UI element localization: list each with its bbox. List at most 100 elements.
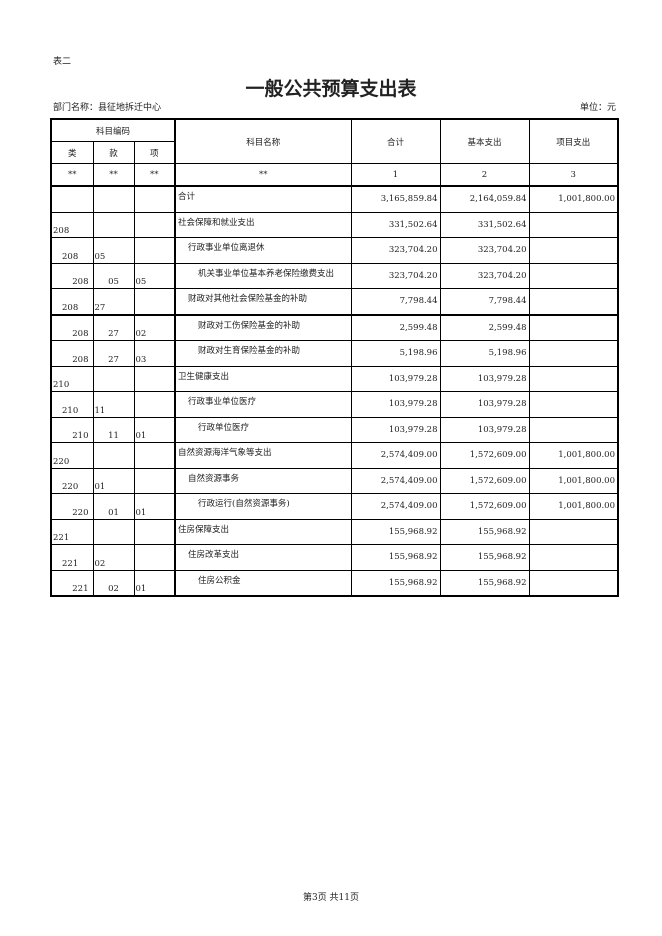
table-row: 208 27 财政对其他社会保险基金的补助 7,798.44 7,798.44 xyxy=(50,288,619,316)
item-name: 机关事业单位基本养老保险缴费支出 xyxy=(174,262,352,289)
basic-value: 103,979.28 xyxy=(439,365,530,392)
project-value xyxy=(528,340,619,367)
index-cell: 3 xyxy=(528,163,619,187)
total-value: 331,502.64 xyxy=(350,211,441,238)
basic-value: 155,968.92 xyxy=(439,544,530,571)
basic-value: 155,968.92 xyxy=(439,518,530,545)
code-xiang: 01 xyxy=(133,493,176,520)
project-value: 1,001,800.00 xyxy=(528,493,619,520)
code-xiang xyxy=(133,185,176,213)
total-value: 323,704.20 xyxy=(350,262,441,289)
code-kuan: 27 xyxy=(92,288,135,316)
page-title: 一般公共预算支出表 xyxy=(245,78,417,100)
total-value: 2,574,409.00 xyxy=(350,493,441,520)
index-cell: ** xyxy=(174,163,352,187)
code-lei: 220 xyxy=(50,442,94,469)
table-row: 210 11 01 行政单位医疗 103,979.28 103,979.28 xyxy=(50,416,619,443)
code-xiang xyxy=(133,288,176,316)
code-lei: 208 xyxy=(50,262,94,289)
item-name: 财政对其他社会保险基金的补助 xyxy=(174,288,352,316)
project-value xyxy=(528,518,619,545)
code-kuan xyxy=(92,185,135,213)
code-xiang xyxy=(133,365,176,392)
code-lei: 208 xyxy=(50,211,94,238)
project-value xyxy=(528,211,619,238)
code-kuan: 05 xyxy=(92,262,135,289)
table-row: 220 01 01 行政运行(自然资源事务) 2,574,409.00 1,572,609… xyxy=(50,493,619,520)
total-value: 323,704.20 xyxy=(350,237,441,264)
table-row: 210 卫生健康支出 103,979.28 103,979.28 xyxy=(50,365,619,392)
basic-value: 323,704.20 xyxy=(439,262,530,289)
total-value: 3,165,859.84 xyxy=(350,185,441,213)
code-kuan: 02 xyxy=(92,569,135,597)
code-kuan: 05 xyxy=(92,237,135,264)
total-value: 103,979.28 xyxy=(350,391,441,418)
project-value: 1,001,800.00 xyxy=(528,442,619,469)
code-xiang: 03 xyxy=(133,340,176,367)
header-kuan: 款 xyxy=(92,141,135,164)
budget-table: 科目编码 科目名称 合计 基本支出 项目支出 类 款 项 ** ** ** **… xyxy=(50,118,619,597)
project-value xyxy=(528,365,619,392)
project-value: 1,001,800.00 xyxy=(528,467,619,494)
total-value: 155,968.92 xyxy=(350,544,441,571)
code-xiang xyxy=(133,467,176,494)
project-value xyxy=(528,569,619,597)
table-row: 合计 3,165,859.84 2,164,059.84 1,001,800.00 xyxy=(50,185,619,213)
project-value xyxy=(528,544,619,571)
total-value: 7,798.44 xyxy=(350,288,441,316)
code-kuan: 01 xyxy=(92,493,135,520)
table-row: 221 住房保障支出 155,968.92 155,968.92 xyxy=(50,518,619,545)
basic-value: 2,164,059.84 xyxy=(439,185,530,213)
code-lei: 210 xyxy=(50,365,94,392)
code-lei: 221 xyxy=(50,569,94,597)
code-kuan: 02 xyxy=(92,544,135,571)
item-name: 财政对工伤保险基金的补助 xyxy=(174,314,352,341)
project-value xyxy=(528,262,619,289)
project-value xyxy=(528,314,619,341)
basic-value: 5,198.96 xyxy=(439,340,530,367)
code-xiang: 01 xyxy=(133,569,176,597)
table-row: 208 05 行政事业单位离退休 323,704.20 323,704.20 xyxy=(50,237,619,264)
total-value: 155,968.92 xyxy=(350,569,441,597)
code-xiang xyxy=(133,544,176,571)
header-name: 科目名称 xyxy=(174,118,352,164)
item-name: 合计 xyxy=(174,185,352,213)
code-lei: 208 xyxy=(50,340,94,367)
item-name: 住房公积金 xyxy=(174,569,352,597)
code-lei: 208 xyxy=(50,288,94,316)
item-name: 行政事业单位医疗 xyxy=(174,391,352,418)
code-xiang: 05 xyxy=(133,262,176,289)
project-value: 1,001,800.00 xyxy=(528,185,619,213)
code-xiang xyxy=(133,518,176,545)
code-xiang: 02 xyxy=(133,314,176,341)
basic-value: 331,502.64 xyxy=(439,211,530,238)
code-kuan xyxy=(92,211,135,238)
code-lei: 210 xyxy=(50,416,94,443)
table-row: 208 27 03 财政对生育保险基金的补助 5,198.96 5,198.96 xyxy=(50,340,619,367)
table-row: 208 27 02 财政对工伤保险基金的补助 2,599.48 2,599.48 xyxy=(50,314,619,341)
basic-value: 1,572,609.00 xyxy=(439,467,530,494)
item-name: 卫生健康支出 xyxy=(174,365,352,392)
code-lei: 220 xyxy=(50,493,94,520)
index-cell: 1 xyxy=(350,163,441,187)
code-lei: 208 xyxy=(50,237,94,264)
table-row: 210 11 行政事业单位医疗 103,979.28 103,979.28 xyxy=(50,391,619,418)
code-lei xyxy=(50,185,94,213)
table-row: 221 02 住房改革支出 155,968.92 155,968.92 xyxy=(50,544,619,571)
code-xiang xyxy=(133,237,176,264)
item-name: 行政事业单位离退休 xyxy=(174,237,352,264)
code-kuan: 27 xyxy=(92,314,135,341)
basic-value: 1,572,609.00 xyxy=(439,493,530,520)
code-xiang xyxy=(133,442,176,469)
header-basic: 基本支出 xyxy=(439,118,530,164)
item-name: 住房保障支出 xyxy=(174,518,352,545)
code-lei: 220 xyxy=(50,467,94,494)
item-name: 自然资源海洋气象等支出 xyxy=(174,442,352,469)
item-name: 财政对生育保险基金的补助 xyxy=(174,340,352,367)
project-value xyxy=(528,237,619,264)
item-name: 行政运行(自然资源事务) xyxy=(174,493,352,520)
total-value: 103,979.28 xyxy=(350,365,441,392)
code-xiang xyxy=(133,391,176,418)
header-project: 项目支出 xyxy=(528,118,619,164)
